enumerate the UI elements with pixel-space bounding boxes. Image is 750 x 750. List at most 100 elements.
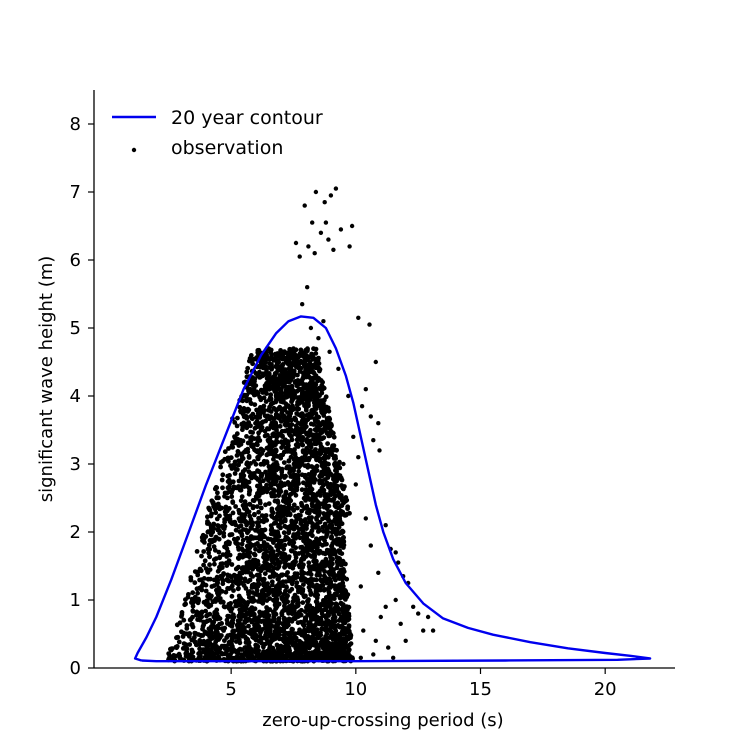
observation-point: [298, 612, 304, 618]
observation-point: [285, 653, 291, 659]
observation-point: [331, 496, 337, 502]
observation-point: [235, 555, 241, 561]
observation-point: [330, 556, 335, 562]
observation-point: [274, 434, 279, 439]
observation-point: [301, 622, 307, 628]
observation-point: [326, 415, 332, 421]
observation-point: [239, 647, 245, 652]
observation-point: [324, 430, 330, 436]
observation-point: [202, 558, 208, 564]
observation-point: [289, 630, 294, 636]
legend: 20 year contour observation: [112, 107, 323, 159]
observation-point: [300, 564, 305, 570]
observation-point: [217, 616, 223, 621]
observation-point: [240, 398, 246, 404]
observation-point: [236, 478, 242, 484]
observation-point: [294, 574, 300, 580]
observation-point: [279, 651, 284, 657]
observation-point: [249, 378, 255, 384]
observation-point: [295, 531, 300, 537]
observation-point: [346, 624, 352, 630]
observation-point: [346, 393, 351, 399]
observation-point: [322, 448, 328, 454]
observation-point: [326, 468, 332, 474]
observation-point: [238, 597, 244, 602]
observation-point: [263, 418, 269, 424]
observation-point: [280, 579, 286, 585]
observation-point: [377, 448, 382, 453]
observation-point: [272, 498, 278, 504]
observation-point: [206, 521, 212, 526]
observation-point: [282, 542, 288, 548]
observation-point: [265, 486, 271, 492]
observation-point: [272, 371, 278, 376]
observation-point: [324, 534, 329, 539]
observation-point: [336, 606, 342, 612]
observation-point: [317, 642, 323, 648]
observation-point: [343, 650, 349, 656]
observation-point: [277, 590, 283, 596]
observation-point: [320, 535, 325, 541]
observation-point: [339, 521, 345, 527]
observation-point: [212, 486, 218, 492]
observation-point: [313, 395, 319, 401]
observation-point: [326, 603, 331, 609]
observation-point: [294, 645, 299, 650]
observation-point: [299, 508, 305, 514]
observation-point: [291, 640, 296, 646]
observation-point: [290, 606, 296, 611]
observation-point: [209, 624, 214, 629]
observation-point: [237, 510, 242, 516]
observation-point: [294, 580, 300, 585]
observation-point: [256, 548, 262, 554]
observation-point: [324, 580, 330, 586]
observation-point: [283, 359, 289, 365]
x-tick-label: 20: [594, 679, 617, 700]
observation-point: [318, 632, 324, 638]
observation-point: [284, 585, 289, 590]
observation-point: [237, 404, 243, 410]
observation-point: [328, 429, 334, 434]
observation-point: [214, 535, 219, 540]
observation-point: [262, 571, 268, 576]
observation-point: [284, 535, 289, 541]
observation-point: [393, 597, 398, 603]
y-tick-label: 8: [70, 114, 81, 135]
observation-point: [316, 336, 321, 341]
observation-point: [177, 655, 183, 661]
observation-point: [256, 509, 261, 515]
observation-point: [204, 598, 210, 604]
observation-point: [269, 451, 275, 457]
observation-point: [304, 482, 310, 488]
observation-point: [313, 641, 319, 647]
observation-point: [306, 546, 311, 552]
observation-point: [315, 378, 321, 384]
observation-point: [244, 434, 249, 439]
observation-point: [333, 653, 339, 658]
observation-point: [309, 651, 314, 657]
observation-point: [351, 434, 356, 439]
observation-point: [271, 634, 276, 640]
observation-point: [336, 366, 341, 371]
observation-point: [261, 486, 266, 491]
observation-point: [245, 365, 251, 371]
observation-point: [268, 414, 274, 419]
observation-point: [284, 350, 290, 356]
observation-point: [314, 517, 319, 522]
observation-point: [257, 369, 262, 375]
observation-point: [246, 455, 252, 460]
axes: 5 10 15 20 0 1 2 3 4 5 6 7 8: [70, 90, 675, 700]
observation-point: [283, 489, 289, 495]
observation-point: [288, 448, 294, 453]
observation-point: [207, 562, 213, 568]
observation-point: [297, 254, 302, 259]
observation-point: [346, 616, 352, 622]
observation-point: [341, 560, 346, 566]
observation-point: [286, 458, 292, 464]
observation-point: [297, 638, 303, 644]
observation-point: [283, 496, 289, 502]
observation-point: [331, 247, 336, 252]
observation-point: [322, 424, 328, 430]
observation-point: [240, 565, 246, 570]
observation-point: [327, 635, 332, 640]
